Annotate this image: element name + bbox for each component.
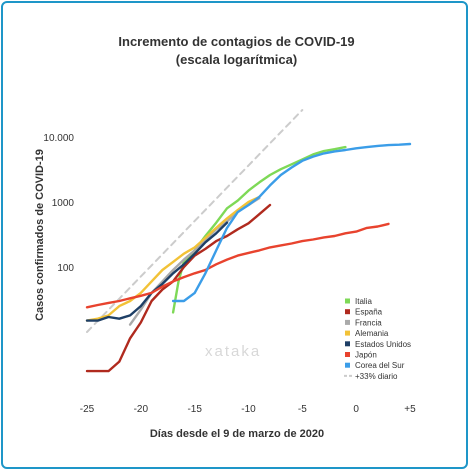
legend-label: Corea del Sur <box>355 361 405 370</box>
legend-swatch <box>345 298 350 304</box>
legend-label: España <box>355 308 383 317</box>
watermark: xataka <box>205 343 261 360</box>
legend-item-espana: España <box>345 308 383 317</box>
chart-frame <box>1 1 468 469</box>
legend-item-italia: Italia <box>345 297 372 306</box>
x-tick-label: -10 <box>241 404 256 415</box>
legend-swatch <box>345 319 350 325</box>
chart-subtitle: (escala logarítmica) <box>175 52 298 67</box>
x-tick-label: -20 <box>134 404 149 415</box>
x-tick-label: 0 <box>353 404 359 415</box>
legend-label: Estados Unidos <box>355 340 411 349</box>
y-tick-label: 1000 <box>52 198 75 209</box>
legend-swatch <box>345 352 350 357</box>
x-axis-ticks: -25 -20 -15 -10 -5 0 +5 <box>80 404 416 415</box>
legend-item-estados-unidos: Estados Unidos <box>345 340 411 349</box>
y-axis-label: Casos confirmados de COVID-19 <box>34 149 46 321</box>
legend-item-japon: Japón <box>345 351 377 360</box>
y-tick-label: 10.000 <box>43 133 74 144</box>
legend-swatch <box>345 309 350 315</box>
legend-item-alemania: Alemania <box>345 329 389 338</box>
series-line-alemania <box>85 195 261 322</box>
legend-swatch <box>345 362 350 368</box>
x-tick-label: -15 <box>187 404 202 415</box>
x-tick-label: +5 <box>404 404 416 415</box>
series-line-espana <box>85 203 272 373</box>
legend-item-corea-del-sur: Corea del Sur <box>345 361 405 370</box>
legend-label: Italia <box>355 297 372 306</box>
legend-item-francia: Francia <box>345 318 382 327</box>
series-line-japon <box>85 222 390 309</box>
legend-swatch <box>345 341 350 347</box>
series-layer <box>85 109 412 373</box>
legend-swatch <box>345 330 350 336</box>
legend-item-33-diario: +33% diario <box>344 372 398 381</box>
chart-title: Incremento de contagios de COVID-19 <box>118 34 355 49</box>
y-axis-ticks: 100 1000 10.000 <box>43 133 74 274</box>
x-tick-label: -5 <box>298 404 307 415</box>
legend-label: Francia <box>355 318 382 327</box>
legend-label: Japón <box>355 351 377 360</box>
legend-label: Alemania <box>355 329 389 338</box>
legend-label: +33% diario <box>355 372 398 381</box>
x-tick-label: -25 <box>80 404 95 415</box>
y-tick-label: 100 <box>57 263 74 274</box>
series-line-corea-del-sur <box>171 142 412 303</box>
x-axis-label: Días desde el 9 de marzo de 2020 <box>150 428 324 440</box>
series-line-33-diario <box>86 109 304 333</box>
